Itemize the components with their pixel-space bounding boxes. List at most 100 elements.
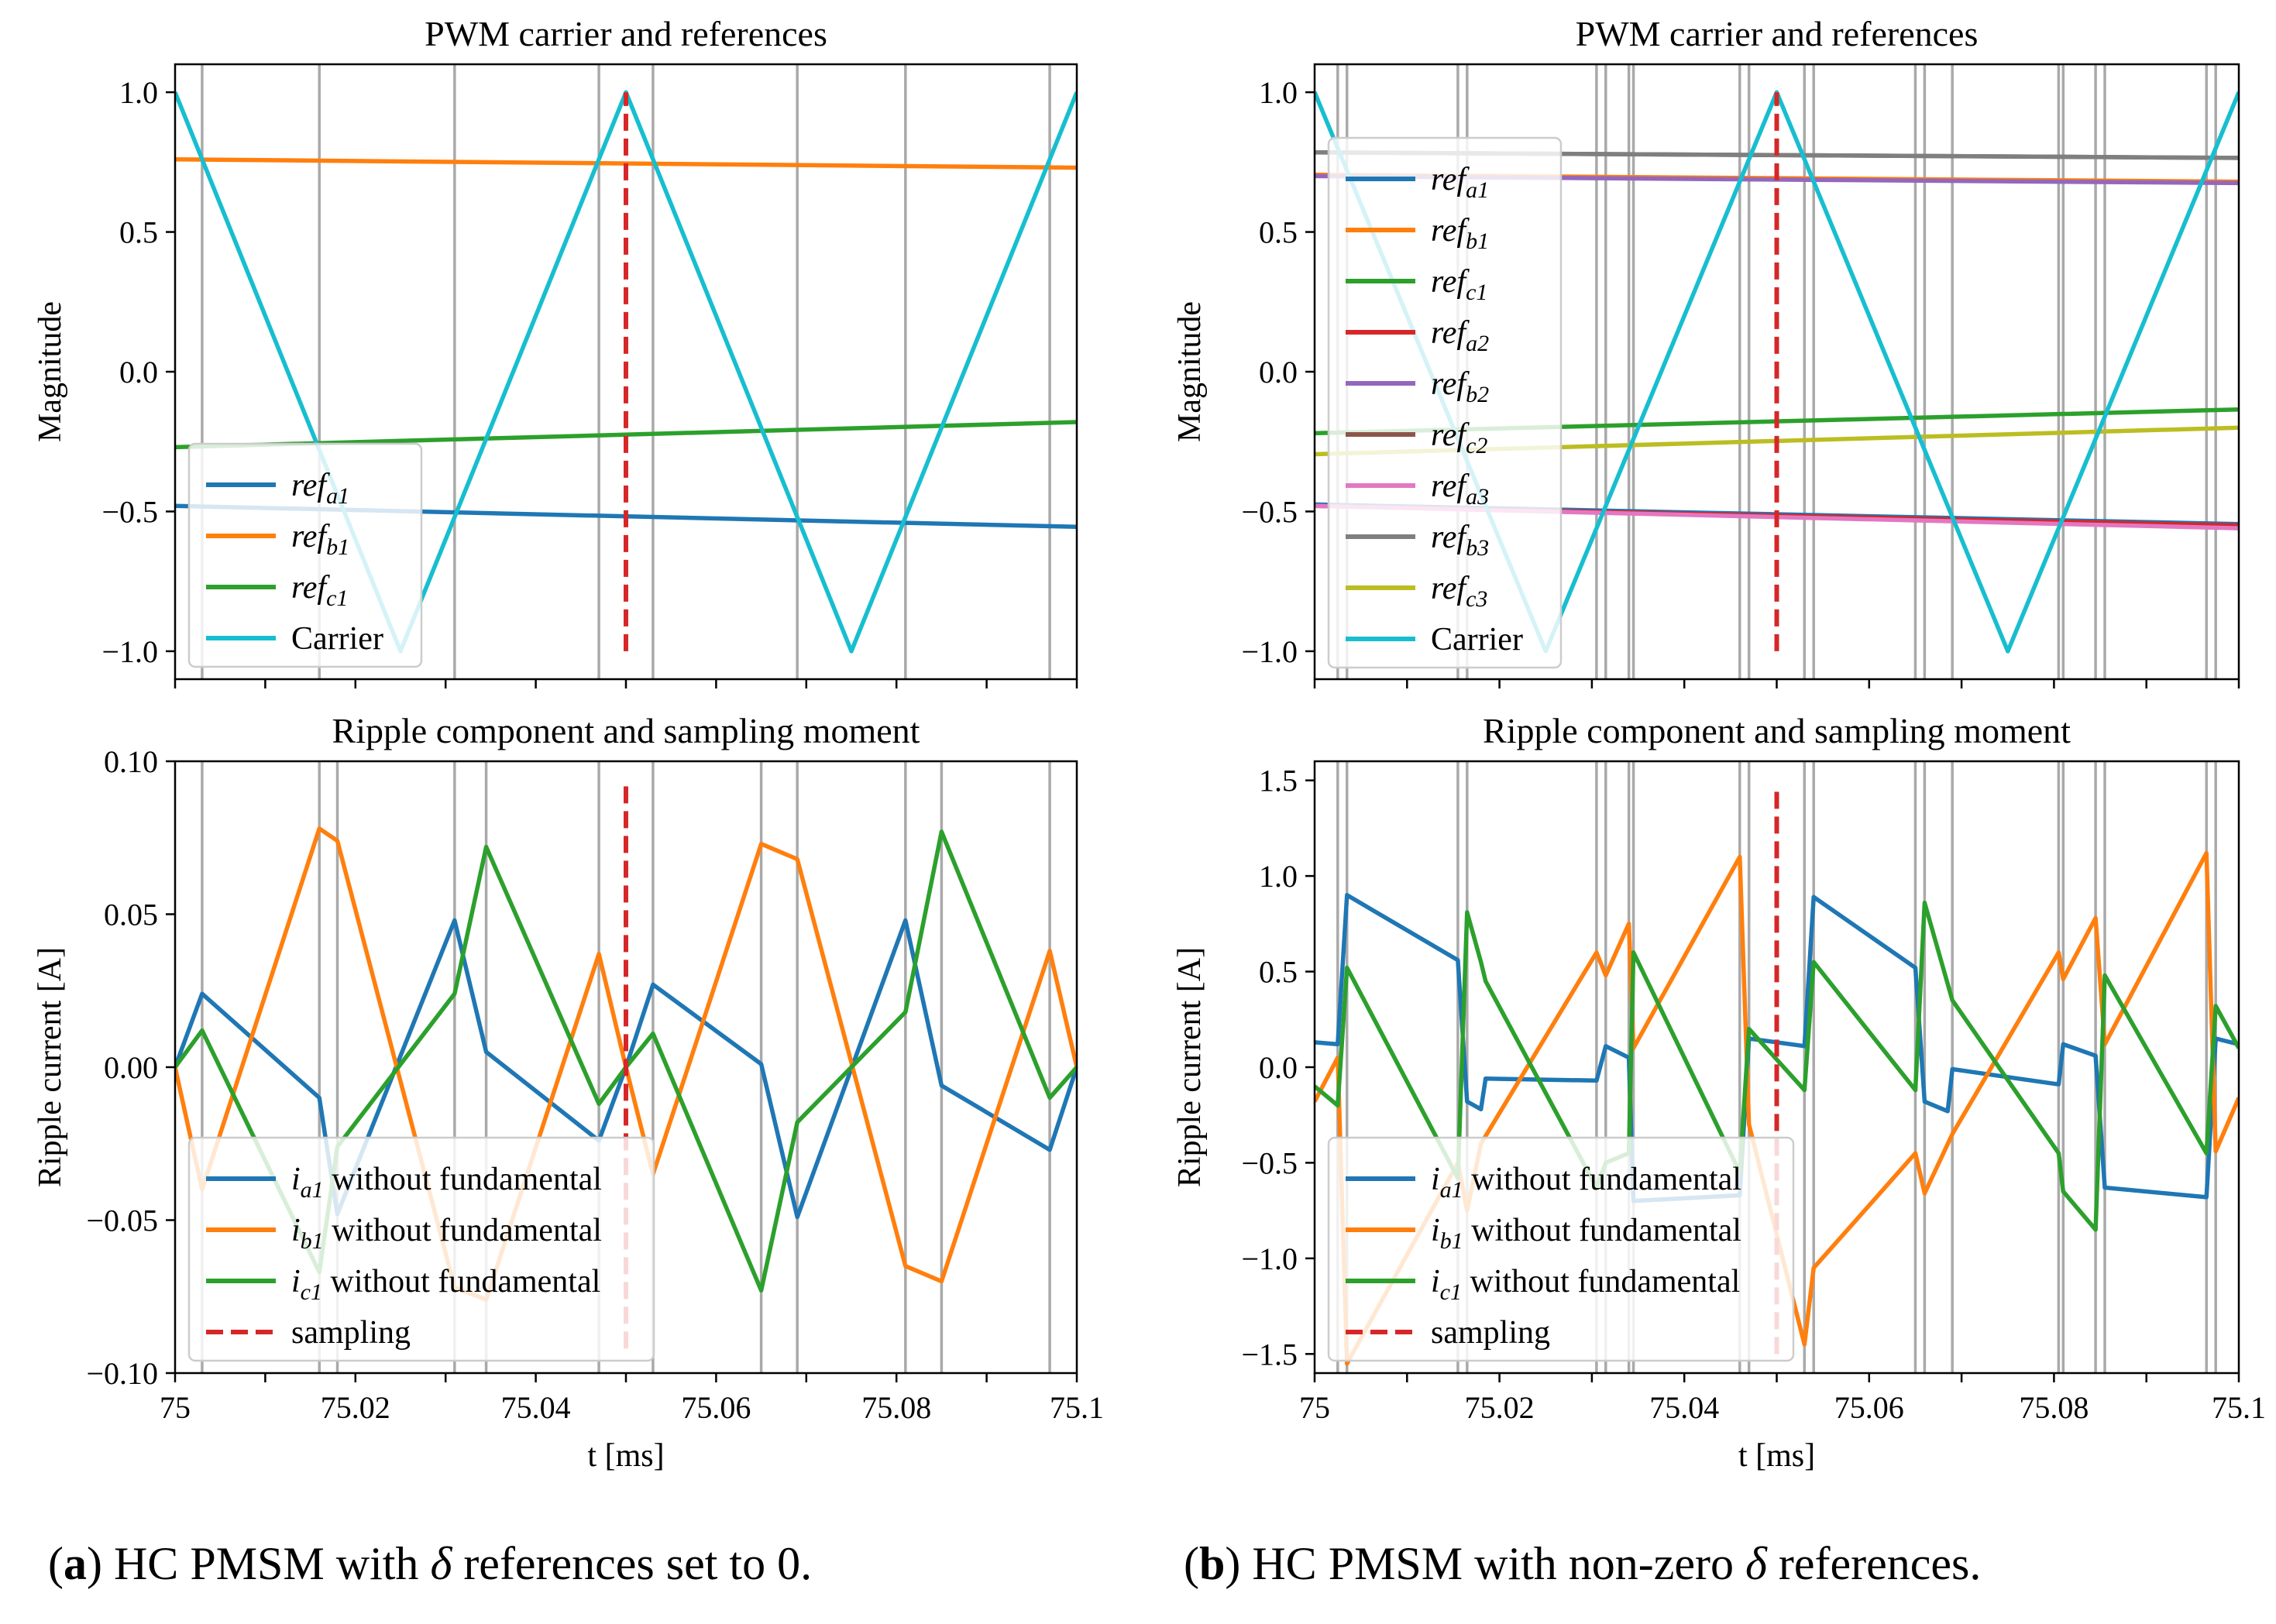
legend-label-sub: a3 bbox=[1466, 484, 1489, 510]
legend-label-main: i bbox=[1431, 1264, 1440, 1300]
x-tick-label: 75 bbox=[160, 1390, 191, 1425]
legend-label-sub: b2 bbox=[1466, 382, 1489, 407]
legend-label: refa1 bbox=[1431, 162, 1489, 203]
legend-label-main: i bbox=[291, 1162, 301, 1197]
y-tick-label: 0.10 bbox=[104, 744, 158, 779]
legend-box bbox=[187, 1136, 655, 1362]
caption-b-symbol: δ bbox=[1745, 1538, 1767, 1589]
legend-label-main: ref bbox=[1431, 417, 1470, 453]
legend-label: ib1 without fundamental bbox=[291, 1213, 602, 1254]
y-tick-label: 0.5 bbox=[1259, 955, 1298, 990]
legend-label: refc3 bbox=[1431, 571, 1487, 612]
legend-label: Carrier bbox=[1431, 622, 1523, 657]
x-tick-label: 75.02 bbox=[321, 1390, 390, 1425]
y-tick-label: −1.0 bbox=[101, 634, 158, 669]
caption-a-after: references set to 0. bbox=[452, 1538, 813, 1589]
legend-label-main: i bbox=[1431, 1213, 1440, 1248]
legend-label-main: ref bbox=[1431, 366, 1470, 402]
legend-label-suffix: without fundamental bbox=[1463, 1213, 1741, 1248]
legend-label-sub: b1 bbox=[1440, 1228, 1463, 1254]
chart-title: PWM carrier and references bbox=[425, 14, 827, 53]
y-tick-label: 0.00 bbox=[104, 1050, 158, 1085]
legend: refa1refb1refc1refa2refb2refc2refa3refb3… bbox=[1327, 136, 1563, 669]
y-tick-label: 0.05 bbox=[104, 898, 158, 932]
x-tick-label: 75.08 bbox=[2019, 1390, 2089, 1425]
y-tick-label: 1.0 bbox=[1259, 859, 1298, 894]
x-axis-label: t [ms] bbox=[1738, 1438, 1815, 1474]
caption-b: (b) HC PMSM with non-zero δ references. bbox=[1184, 1538, 1982, 1589]
chart-1-0: 1.0 0.5 0.0 −0.5 −1.0 PWM carrier and referen… bbox=[1172, 14, 2240, 688]
legend-label-suffix: without fundamental bbox=[1463, 1162, 1741, 1197]
y-tick-label: 1.0 bbox=[119, 75, 158, 110]
legend-label: refa1 bbox=[291, 468, 349, 509]
y-tick-label: −0.5 bbox=[1241, 1145, 1298, 1180]
legend-label: refb2 bbox=[1431, 366, 1489, 407]
y-tick-label: 1.5 bbox=[1259, 764, 1298, 798]
caption-a-letter: a bbox=[63, 1538, 87, 1589]
y-axis-label: Magnitude bbox=[1172, 301, 1208, 442]
legend-label-sub: b1 bbox=[1466, 228, 1489, 254]
legend-label: ic1 without fundamental bbox=[1431, 1264, 1740, 1305]
chart-title: PWM carrier and references bbox=[1576, 14, 1979, 53]
legend-label-suffix: without fundamental bbox=[324, 1162, 602, 1197]
legend-label-main: ref bbox=[1431, 571, 1470, 606]
caption-b-before: HC PMSM with non-zero bbox=[1252, 1538, 1746, 1589]
legend-box bbox=[1327, 1136, 1795, 1362]
legend-label-sub: a1 bbox=[326, 483, 349, 509]
legend-label-suffix: without fundamental bbox=[324, 1213, 602, 1248]
legend-label-sub: c1 bbox=[1440, 1279, 1462, 1305]
y-tick-label: 1.0 bbox=[1259, 75, 1298, 110]
legend-label-sub: c2 bbox=[1466, 433, 1487, 458]
legend-label: ib1 without fundamental bbox=[1431, 1213, 1741, 1254]
legend-label: sampling bbox=[291, 1315, 411, 1351]
y-axis-label: Magnitude bbox=[33, 301, 68, 442]
legend-label: refb3 bbox=[1431, 520, 1489, 561]
legend-label: sampling bbox=[1431, 1315, 1550, 1351]
y-axis-label: Ripple current [A] bbox=[1172, 947, 1208, 1187]
x-tick-label: 75.1 bbox=[2212, 1390, 2266, 1425]
legend-label-main: sampling bbox=[291, 1315, 411, 1351]
legend-label-suffix: without fundamental bbox=[1462, 1264, 1740, 1300]
legend-label-main: i bbox=[1431, 1162, 1440, 1197]
legend-label: refa3 bbox=[1431, 469, 1489, 510]
x-tick-label: 75.06 bbox=[1834, 1390, 1904, 1425]
legend-label-main: i bbox=[291, 1213, 301, 1248]
caption-a-before: HC PMSM with bbox=[113, 1538, 431, 1589]
chart-title: Ripple component and sampling moment bbox=[332, 711, 920, 750]
legend-label-main: sampling bbox=[1431, 1315, 1550, 1351]
y-tick-label: −0.5 bbox=[101, 494, 158, 529]
legend-label: refb1 bbox=[1431, 213, 1489, 254]
legend-label-main: ref bbox=[1431, 213, 1470, 249]
legend-label: ia1 without fundamental bbox=[291, 1162, 602, 1203]
legend-label: refb1 bbox=[291, 519, 349, 560]
legend-label: refc1 bbox=[1431, 264, 1487, 305]
x-tick-label: 75 bbox=[1299, 1390, 1330, 1425]
legend-label-suffix: without fundamental bbox=[322, 1264, 600, 1300]
x-tick-label: 75.08 bbox=[861, 1390, 931, 1425]
legend-label-sub: c1 bbox=[301, 1279, 322, 1305]
legend-label-main: i bbox=[291, 1264, 301, 1300]
chart-0-0: 1.0 0.5 0.0 −0.5 −1.0 PWM carrier and referen… bbox=[33, 14, 1078, 688]
legend-label-main: ref bbox=[291, 570, 330, 606]
legend-label-main: ref bbox=[291, 468, 330, 503]
legend-label: refc2 bbox=[1431, 417, 1487, 458]
legend-label: Carrier bbox=[291, 621, 383, 657]
legend-box bbox=[187, 442, 423, 668]
legend-label-sub: b1 bbox=[326, 534, 349, 560]
y-tick-label: 0.0 bbox=[1259, 355, 1298, 390]
x-tick-label: 75.04 bbox=[1649, 1390, 1719, 1425]
y-tick-label: −1.0 bbox=[1241, 634, 1298, 669]
legend-label-sub: c1 bbox=[1466, 280, 1487, 305]
legend-label-main: Carrier bbox=[1431, 622, 1523, 657]
legend-label-sub: a1 bbox=[1440, 1177, 1463, 1203]
y-tick-label: −1.0 bbox=[1241, 1241, 1298, 1276]
x-tick-label: 75.1 bbox=[1050, 1390, 1104, 1425]
chart-1-1: 1.5 1.0 0.5 0.0 −0.5 −1.0 −1.575 75.02 75.04 75.0… bbox=[1172, 711, 2266, 1474]
x-tick-label: 75.06 bbox=[681, 1390, 751, 1425]
legend-label-main: ref bbox=[1431, 520, 1470, 555]
legend: ia1 without fundamental ib1 without funda… bbox=[187, 1136, 655, 1362]
legend-label: ic1 without fundamental bbox=[291, 1264, 600, 1305]
